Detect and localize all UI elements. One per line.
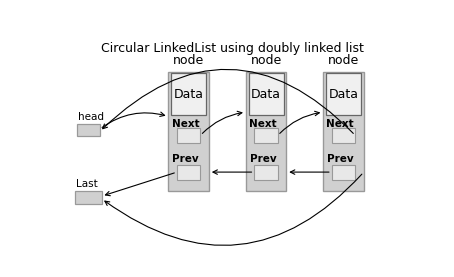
Text: Prev: Prev (172, 154, 199, 164)
FancyBboxPatch shape (177, 165, 200, 179)
FancyBboxPatch shape (168, 72, 209, 191)
Text: node: node (251, 54, 282, 67)
Text: Next: Next (326, 119, 354, 129)
FancyBboxPatch shape (326, 73, 361, 115)
FancyBboxPatch shape (249, 73, 283, 115)
Text: Data: Data (251, 88, 281, 101)
Text: Last: Last (76, 179, 98, 189)
Text: node: node (173, 54, 204, 67)
Text: Data: Data (329, 88, 359, 101)
FancyBboxPatch shape (177, 128, 200, 143)
Text: Data: Data (174, 88, 204, 101)
FancyBboxPatch shape (171, 73, 206, 115)
Text: Next: Next (172, 119, 199, 129)
FancyBboxPatch shape (332, 128, 355, 143)
FancyBboxPatch shape (254, 165, 278, 179)
FancyBboxPatch shape (246, 72, 286, 191)
Text: Prev: Prev (250, 154, 276, 164)
Text: Circular LinkedList using doubly linked list: Circular LinkedList using doubly linked … (101, 42, 364, 55)
FancyBboxPatch shape (254, 128, 278, 143)
FancyBboxPatch shape (323, 72, 364, 191)
FancyBboxPatch shape (77, 124, 100, 136)
Text: Next: Next (249, 119, 276, 129)
Text: head: head (78, 112, 104, 122)
FancyBboxPatch shape (75, 191, 102, 204)
FancyBboxPatch shape (332, 165, 355, 179)
Text: Prev: Prev (327, 154, 354, 164)
Text: node: node (328, 54, 359, 67)
